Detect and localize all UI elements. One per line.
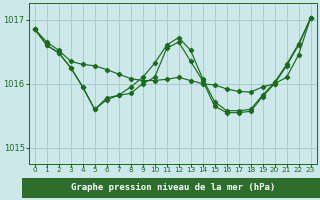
Text: Graphe pression niveau de la mer (hPa): Graphe pression niveau de la mer (hPa) xyxy=(70,184,275,192)
X-axis label: Graphe pression niveau de la mer (hPa): Graphe pression niveau de la mer (hPa) xyxy=(0,199,1,200)
